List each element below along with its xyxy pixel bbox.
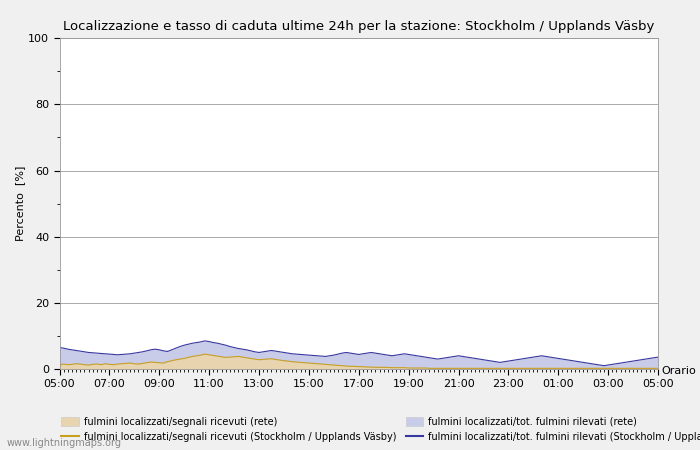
Title: Localizzazione e tasso di caduta ultime 24h per la stazione: Stockholm / Uppland: Localizzazione e tasso di caduta ultime …	[63, 20, 655, 33]
Legend: fulmini localizzati/segnali ricevuti (rete), fulmini localizzati/segnali ricevut: fulmini localizzati/segnali ricevuti (re…	[62, 417, 700, 442]
Text: Orario: Orario	[662, 366, 696, 376]
Y-axis label: Percento  [%]: Percento [%]	[15, 166, 25, 241]
Text: www.lightningmaps.org: www.lightningmaps.org	[7, 438, 122, 448]
